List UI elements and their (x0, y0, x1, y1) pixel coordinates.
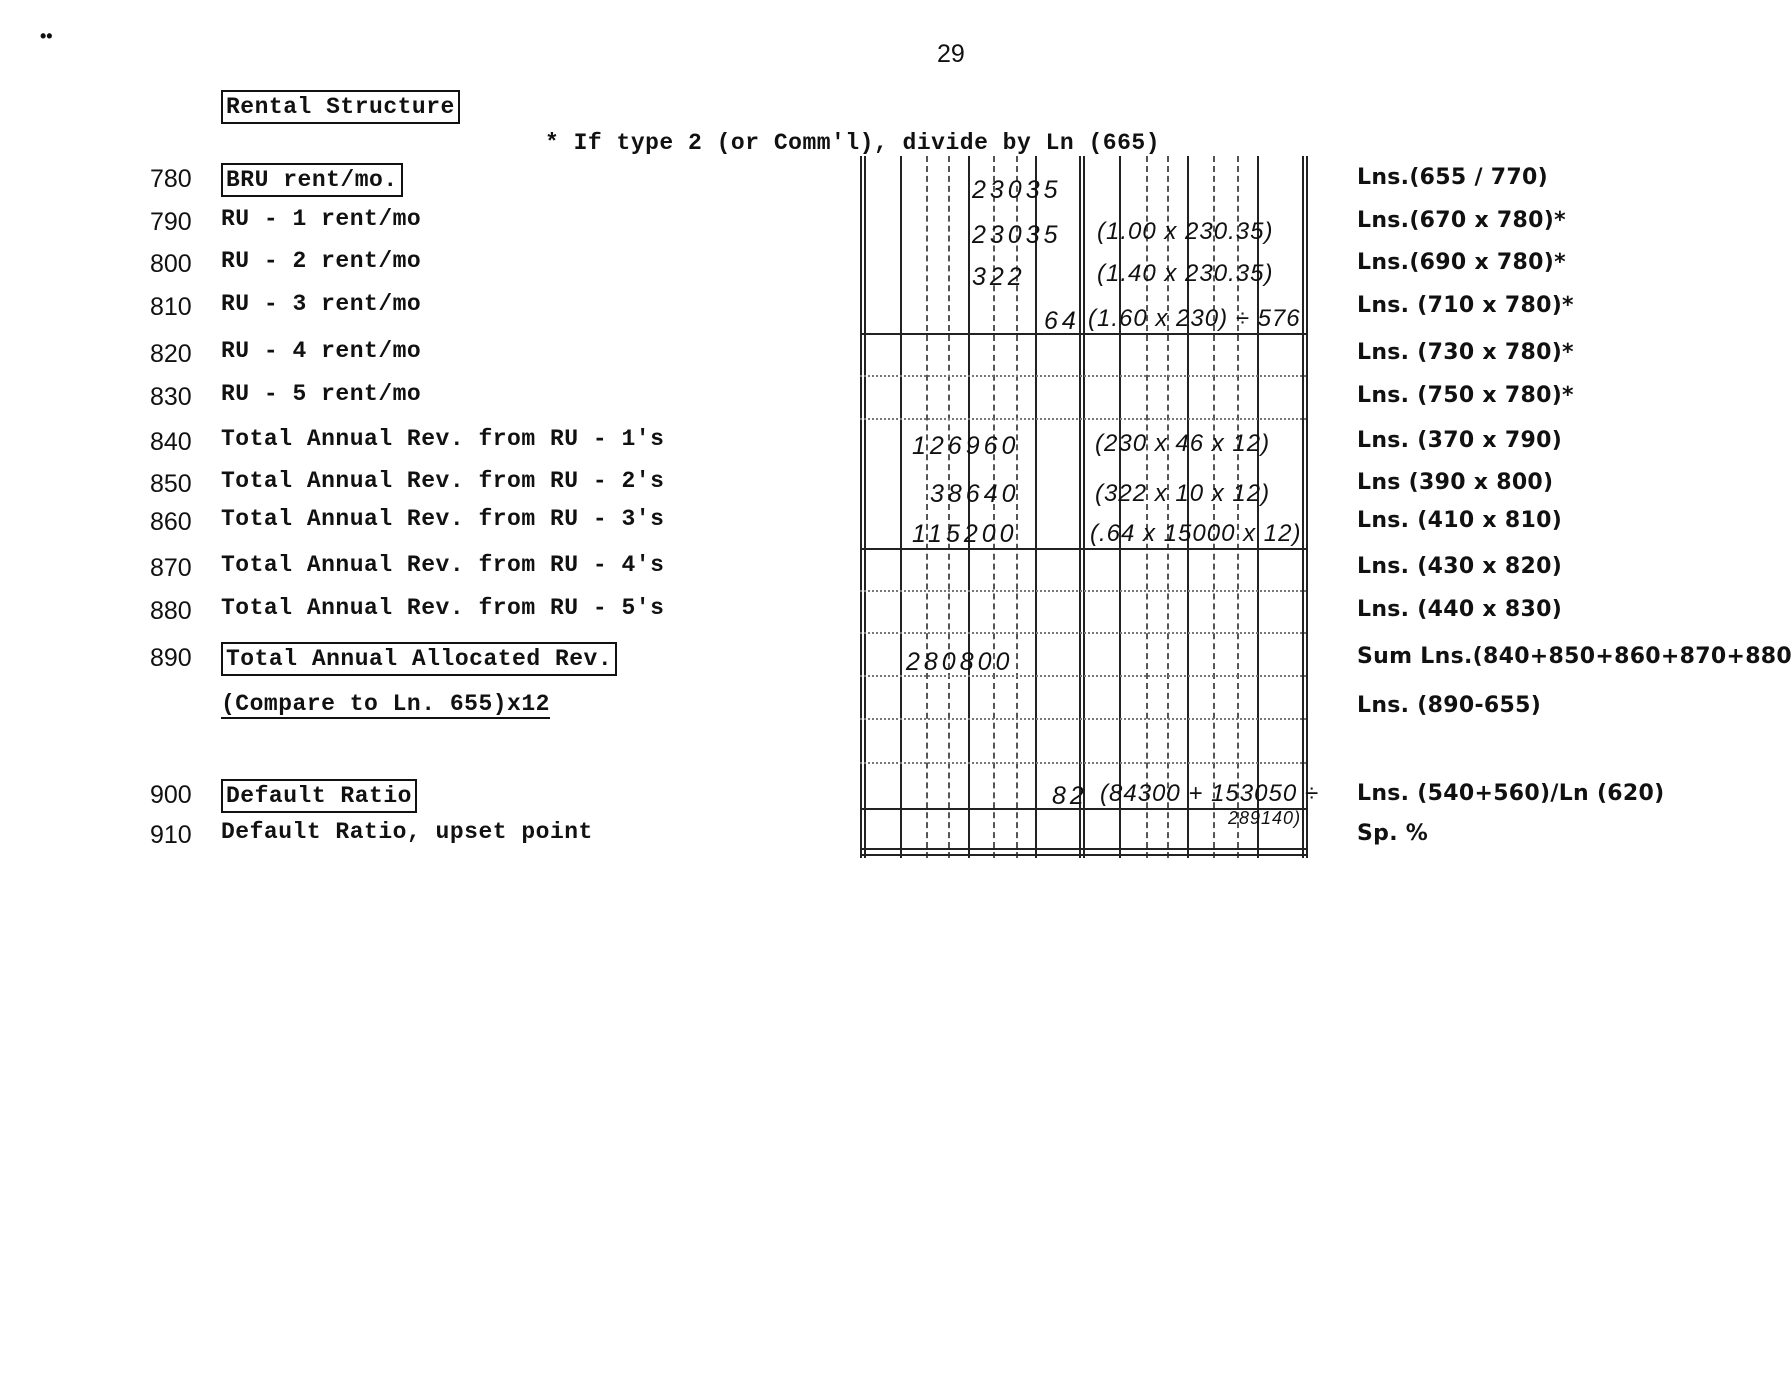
ledger-rule-vertical (968, 156, 970, 858)
section-title: Rental Structure (221, 90, 460, 124)
ledger-entry: 82 (1052, 782, 1088, 810)
line-label: RU - 5 rent/mo (221, 381, 422, 407)
calculation-note: (.64 x 15000 x 12) (1090, 520, 1302, 547)
ledger-rule-vertical (1083, 156, 1085, 858)
line-number: 800 (150, 250, 192, 278)
ledger-entry: 322 (972, 263, 1026, 291)
line-formula: Lns.(655 / 770) (1357, 165, 1548, 190)
line-label: RU - 4 rent/mo (221, 338, 422, 364)
ledger-rule-horizontal (860, 718, 1306, 720)
line-formula: Sp. % (1357, 821, 1429, 846)
line-label: Total Annual Allocated Rev. (221, 642, 618, 676)
ledger-rule-vertical (864, 156, 866, 858)
line-formula: Lns. (890-655) (1357, 693, 1542, 718)
ledger-rule-vertical (993, 156, 995, 858)
line-formula: Lns. (430 x 820) (1357, 554, 1563, 579)
calculation-note: (1.60 x 230) ÷ 576 (1088, 305, 1301, 332)
line-label: (Compare to Ln. 655)x12 (221, 691, 550, 719)
footnote: * If type 2 (or Comm'l), divide by Ln (6… (545, 130, 1160, 156)
line-number: 850 (150, 470, 192, 498)
ledger-rule-vertical (1306, 156, 1308, 858)
line-number: 830 (150, 383, 192, 411)
ledger-rule-vertical (860, 156, 862, 858)
line-number: 840 (150, 428, 192, 456)
ledger-entry: 23035 (972, 176, 1062, 204)
calculation-note: (1.40 x 230.35) (1097, 260, 1274, 287)
ledger-rule-vertical (948, 156, 950, 858)
line-label: RU - 1 rent/mo (221, 206, 422, 232)
line-label: Default Ratio, upset point (221, 819, 593, 845)
ledger-rule-vertical (900, 156, 902, 858)
ledger-rule-horizontal (860, 808, 1306, 810)
ledger-rule-vertical (1167, 156, 1169, 858)
ledger-entry: 126960 (912, 432, 1020, 460)
ledger-entry: 38640 (930, 480, 1020, 508)
ledger-rule-horizontal (860, 632, 1306, 634)
line-label: BRU rent/mo. (221, 163, 403, 197)
line-number: 890 (150, 644, 192, 672)
ledger-rule-horizontal (860, 418, 1306, 420)
line-formula: Lns. (710 x 780)* (1357, 293, 1574, 318)
line-number: 870 (150, 554, 192, 582)
calculation-note: (1.00 x 230.35) (1097, 218, 1274, 245)
line-label: Total Annual Rev. from RU - 1's (221, 426, 665, 452)
line-number: 790 (150, 208, 192, 236)
line-number: 880 (150, 597, 192, 625)
line-formula: Lns. (410 x 810) (1357, 508, 1563, 533)
ledger-rule-vertical (1119, 156, 1121, 858)
ledger-entry: 23035 (972, 221, 1062, 249)
line-number: 810 (150, 293, 192, 321)
page-number: 29 (937, 40, 965, 68)
line-label: Total Annual Rev. from RU - 2's (221, 468, 665, 494)
line-number: 820 (150, 340, 192, 368)
ledger-rule-horizontal (860, 333, 1306, 335)
ledger-rule-vertical (1016, 156, 1018, 858)
line-formula: Lns.(670 x 780)* (1357, 208, 1566, 233)
line-number: 910 (150, 821, 192, 849)
line-number: 900 (150, 781, 192, 809)
ledger-rule-vertical (1237, 156, 1239, 858)
ledger-rule-vertical (1035, 156, 1037, 858)
line-label: Total Annual Rev. from RU - 4's (221, 552, 665, 578)
ledger-entry: 115200 (912, 520, 1018, 548)
line-label: RU - 3 rent/mo (221, 291, 422, 317)
calculation-note: 289140) (1228, 808, 1302, 828)
ledger-rule-horizontal (860, 762, 1306, 764)
calculation-note: (84300 + 153050 ÷ (1100, 780, 1320, 807)
line-formula: Lns. (440 x 830) (1357, 597, 1563, 622)
ledger-entry: 280800 (906, 648, 1014, 676)
ledger-rule-vertical (1187, 156, 1189, 858)
ledger-rule-vertical (926, 156, 928, 858)
line-formula: Sum Lns.(840+850+860+870+880) (1357, 644, 1791, 669)
line-formula: Lns.(690 x 780)* (1357, 250, 1566, 275)
line-label: Total Annual Rev. from RU - 5's (221, 595, 665, 621)
calculation-note: (322 x 10 x 12) (1095, 480, 1271, 507)
ledger-rule-horizontal (860, 848, 1306, 850)
line-formula: Lns (390 x 800) (1357, 470, 1554, 495)
line-formula: Lns. (540+560)/Ln (620) (1357, 781, 1665, 806)
ledger-rule-horizontal (860, 675, 1306, 677)
ledger-rule-vertical (1079, 156, 1081, 858)
ledger-rule-vertical (1146, 156, 1148, 858)
line-formula: Lns. (730 x 780)* (1357, 340, 1574, 365)
ledger-rule-horizontal (860, 375, 1306, 377)
line-label: Total Annual Rev. from RU - 3's (221, 506, 665, 532)
line-formula: Lns. (750 x 780)* (1357, 383, 1574, 408)
ledger-rule-vertical (1213, 156, 1215, 858)
line-formula: Lns. (370 x 790) (1357, 428, 1563, 453)
line-number: 860 (150, 508, 192, 536)
line-label: Default Ratio (221, 779, 417, 813)
corner-mark: •• (40, 26, 53, 46)
ledger-rule-horizontal (860, 590, 1306, 592)
ledger-rule-vertical (1257, 156, 1259, 858)
ledger-entry: 64 (1044, 307, 1080, 335)
ledger-rule-vertical (1302, 156, 1304, 858)
calculation-note: (230 x 46 x 12) (1095, 430, 1271, 457)
line-number: 780 (150, 165, 192, 193)
ledger-rule-horizontal (860, 548, 1306, 550)
ledger-rule-horizontal (860, 854, 1306, 856)
line-label: RU - 2 rent/mo (221, 248, 422, 274)
